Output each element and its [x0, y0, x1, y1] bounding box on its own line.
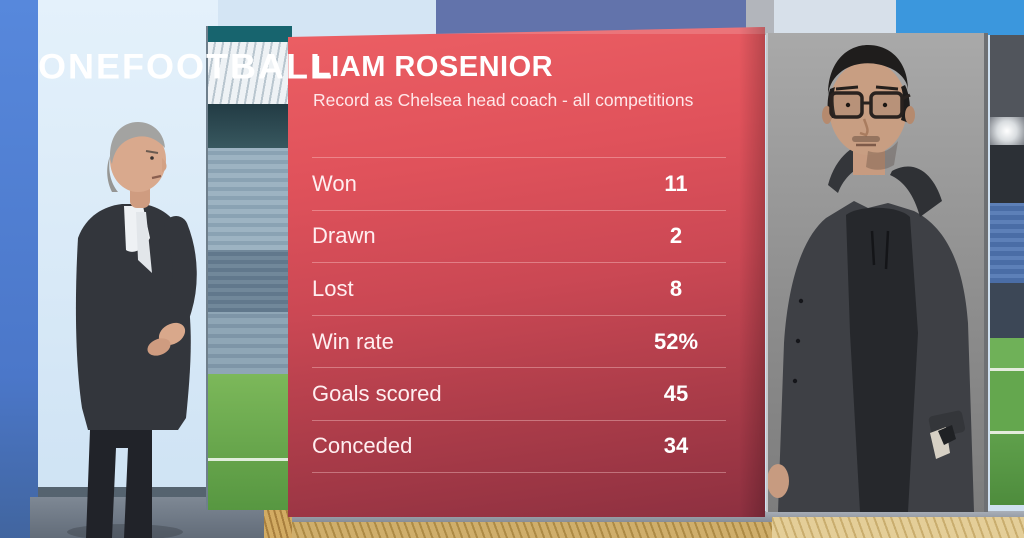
left-blue-wall-strip [0, 0, 38, 538]
stat-row-won: Won 11 [312, 157, 726, 210]
board-subtitle: Record as Chelsea head coach - all compe… [313, 90, 694, 110]
stat-value: 52% [653, 328, 699, 354]
stat-label: Won [312, 170, 357, 196]
photo-right-edge [984, 33, 988, 512]
stats-board: LIAM ROSENIOR Record as Chelsea head coa… [288, 27, 765, 517]
stat-label: Win rate [312, 328, 394, 354]
stat-value: 34 [663, 433, 689, 459]
stat-row-drawn: Drawn 2 [312, 209, 726, 263]
stats-rows: Won 11 Drawn 2 Lost 8 Win rate 52% Goals… [312, 157, 726, 473]
wall-top-azure-strip [896, 0, 1024, 35]
night-stadium-panel [990, 35, 1024, 505]
onefootball-logo: ONEFOOTBALL [38, 46, 334, 87]
stat-label: Lost [312, 275, 354, 301]
liam-rosenior-photo [766, 33, 988, 512]
stat-row-goals-scored: Goals scored 45 [312, 367, 726, 420]
stat-value: 8 [669, 275, 683, 301]
stat-row-conceded: Conceded 34 [312, 419, 726, 473]
wall-top-pale-right [774, 0, 896, 35]
stat-label: Conceded [312, 433, 413, 459]
stat-label: Drawn [312, 223, 376, 249]
stat-label: Goals scored [312, 381, 442, 407]
board-title: LIAM ROSENIOR [313, 51, 554, 83]
stat-value: 45 [663, 381, 689, 407]
stat-row-win-rate: Win rate 52% [312, 314, 726, 368]
stat-value: 2 [669, 223, 683, 249]
stat-row-lost: Lost 8 [312, 262, 726, 315]
wood-floor-right [772, 517, 1024, 538]
board-right-shading [739, 27, 765, 517]
floodlights [990, 117, 1024, 145]
stat-value: 11 [664, 170, 688, 196]
stadium-video-panel [206, 26, 292, 510]
presenter-figure [67, 122, 197, 538]
